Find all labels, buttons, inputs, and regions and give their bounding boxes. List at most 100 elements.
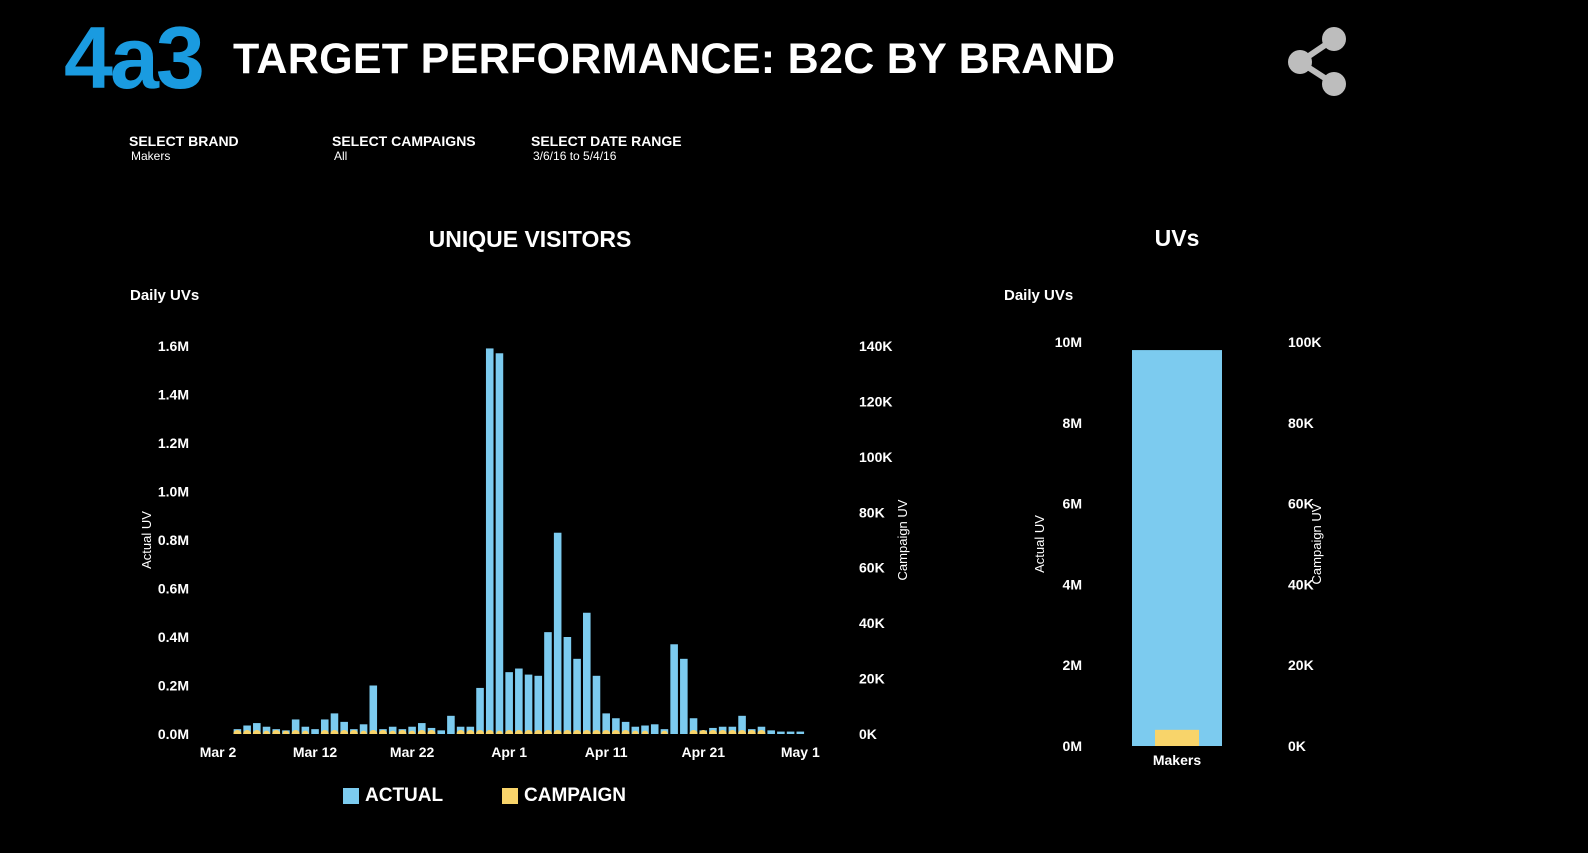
actual-bar[interactable] bbox=[621, 721, 630, 734]
brand-filter[interactable]: SELECT BRAND Makers bbox=[129, 133, 239, 163]
actual-bar[interactable] bbox=[340, 721, 348, 734]
actual-bar[interactable] bbox=[786, 731, 795, 734]
actual-bar[interactable] bbox=[689, 718, 698, 734]
campaign-mark[interactable] bbox=[272, 730, 281, 734]
actual-bar[interactable] bbox=[583, 612, 591, 734]
campaign-mark[interactable] bbox=[728, 730, 737, 734]
campaign-mark[interactable] bbox=[611, 730, 620, 734]
legend-item-actual[interactable]: ACTUAL bbox=[343, 786, 443, 805]
campaign-mark[interactable] bbox=[485, 730, 494, 734]
actual-bar[interactable] bbox=[767, 730, 775, 734]
campaign-mark[interactable] bbox=[389, 730, 397, 734]
actual-bar[interactable] bbox=[320, 719, 329, 734]
campaigns-filter-value[interactable]: All bbox=[334, 149, 348, 163]
actual-bar[interactable] bbox=[680, 658, 688, 734]
campaign-mark[interactable] bbox=[496, 730, 503, 734]
campaign-mark[interactable] bbox=[340, 730, 349, 734]
actual-bar[interactable] bbox=[408, 726, 416, 734]
campaign-mark[interactable] bbox=[505, 730, 514, 734]
campaign-mark[interactable] bbox=[553, 730, 562, 734]
campaign-mark[interactable] bbox=[621, 730, 630, 734]
campaign-mark[interactable] bbox=[543, 730, 552, 734]
campaign-mark[interactable] bbox=[398, 730, 407, 734]
actual-bar[interactable] bbox=[670, 644, 678, 734]
actual-bar[interactable] bbox=[650, 724, 659, 734]
actual-bar[interactable] bbox=[534, 675, 543, 734]
actual-bar[interactable] bbox=[359, 724, 368, 734]
campaign-mark[interactable] bbox=[534, 730, 543, 734]
actual-bar[interactable] bbox=[495, 353, 504, 734]
campaign-mark[interactable] bbox=[747, 730, 756, 734]
actual-bar[interactable] bbox=[253, 723, 261, 734]
share-icon[interactable] bbox=[1286, 22, 1352, 104]
campaign-mark[interactable] bbox=[699, 730, 708, 734]
campaign-mark[interactable] bbox=[641, 730, 649, 734]
actual-bar[interactable] bbox=[505, 672, 513, 734]
campaign-mark[interactable] bbox=[456, 730, 465, 734]
campaign-mark[interactable] bbox=[233, 730, 242, 734]
campaign-mark[interactable] bbox=[369, 730, 378, 734]
date-range-filter-value[interactable]: 3/6/16 to 5/4/16 bbox=[533, 149, 617, 163]
actual-bar[interactable] bbox=[291, 719, 300, 734]
actual-bar[interactable] bbox=[388, 726, 397, 734]
campaign-mark[interactable] bbox=[573, 730, 582, 734]
campaign-mark[interactable] bbox=[320, 730, 329, 734]
campaign-mark[interactable] bbox=[592, 730, 601, 734]
campaign-mark[interactable] bbox=[661, 730, 668, 734]
campaign-mark[interactable] bbox=[330, 730, 339, 734]
campaign-mark[interactable] bbox=[466, 730, 475, 734]
campaign-mark[interactable] bbox=[738, 730, 747, 734]
campaign-mark[interactable] bbox=[582, 730, 591, 734]
actual-bar[interactable] bbox=[515, 668, 523, 734]
actual-bar[interactable] bbox=[437, 730, 445, 734]
campaign-mark[interactable] bbox=[252, 730, 261, 734]
campaign-mark[interactable] bbox=[563, 730, 572, 734]
campaign-mark[interactable] bbox=[708, 730, 717, 734]
actual-bar[interactable] bbox=[1132, 350, 1222, 746]
actual-bar[interactable] bbox=[476, 687, 484, 734]
date-range-filter[interactable]: SELECT DATE RANGE 3/6/16 to 5/4/16 bbox=[531, 133, 682, 163]
actual-bar[interactable] bbox=[369, 685, 378, 735]
actual-bar[interactable] bbox=[777, 731, 785, 734]
campaign-mark[interactable] bbox=[427, 730, 436, 734]
actual-bar[interactable] bbox=[524, 674, 533, 734]
actual-bar[interactable] bbox=[262, 726, 271, 734]
actual-bar[interactable] bbox=[612, 718, 620, 734]
actual-bar[interactable] bbox=[301, 726, 310, 734]
actual-bar[interactable] bbox=[544, 632, 552, 734]
actual-bar[interactable] bbox=[641, 725, 649, 734]
actual-bar[interactable] bbox=[243, 725, 251, 734]
actual-bar[interactable] bbox=[485, 348, 494, 734]
campaign-mark[interactable] bbox=[263, 730, 270, 734]
campaign-mark[interactable] bbox=[689, 730, 698, 734]
actual-bar[interactable] bbox=[418, 723, 426, 734]
actual-bar[interactable] bbox=[592, 675, 601, 734]
actual-bar[interactable] bbox=[330, 713, 339, 734]
actual-bar[interactable] bbox=[563, 637, 572, 734]
campaign-mark[interactable] bbox=[476, 730, 485, 734]
campaign-mark[interactable] bbox=[291, 730, 300, 734]
campaign-mark[interactable] bbox=[243, 730, 252, 734]
campaign-mark[interactable] bbox=[524, 730, 533, 734]
campaign-mark[interactable] bbox=[360, 730, 367, 734]
actual-bar[interactable] bbox=[553, 532, 562, 734]
campaign-mark[interactable] bbox=[349, 730, 358, 734]
legend-item-campaign[interactable]: CAMPAIGN bbox=[502, 786, 626, 805]
actual-bar[interactable] bbox=[631, 726, 640, 734]
campaign-mark[interactable] bbox=[514, 730, 523, 734]
campaign-bar[interactable] bbox=[1155, 729, 1199, 746]
campaign-mark[interactable] bbox=[282, 730, 290, 734]
brand-filter-value[interactable]: Makers bbox=[131, 149, 171, 163]
actual-bar[interactable] bbox=[738, 715, 746, 734]
campaign-mark[interactable] bbox=[757, 730, 766, 734]
actual-bar[interactable] bbox=[796, 731, 805, 734]
campaigns-filter[interactable]: SELECT CAMPAIGNS All bbox=[332, 133, 476, 163]
actual-bar[interactable] bbox=[573, 658, 581, 734]
actual-bar[interactable] bbox=[311, 729, 319, 734]
actual-bar[interactable] bbox=[447, 715, 455, 734]
campaign-mark[interactable] bbox=[631, 730, 639, 734]
campaign-mark[interactable] bbox=[718, 730, 727, 734]
campaign-mark[interactable] bbox=[378, 730, 387, 734]
campaign-mark[interactable] bbox=[602, 730, 611, 734]
campaign-mark[interactable] bbox=[417, 730, 426, 734]
